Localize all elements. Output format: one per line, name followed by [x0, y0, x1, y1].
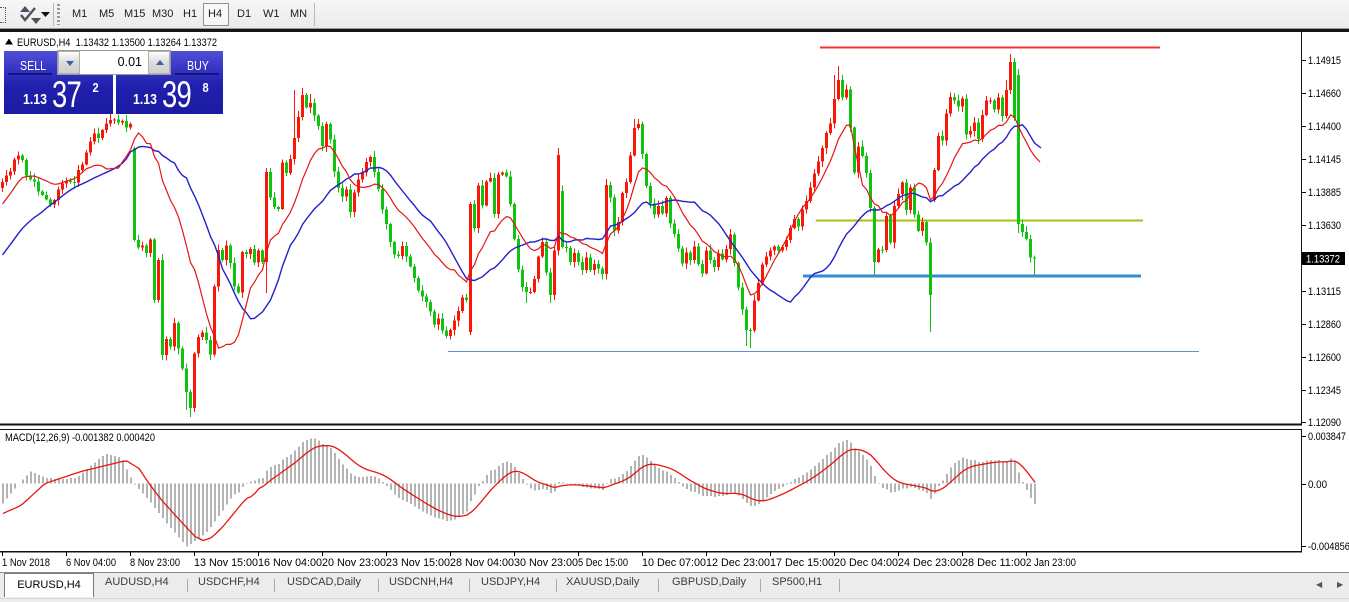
svg-text:24 Dec 23:00: 24 Dec 23:00 [898, 557, 962, 569]
svg-text:1.13885: 1.13885 [1308, 187, 1341, 199]
svg-text:12 Dec 23:00: 12 Dec 23:00 [706, 557, 770, 569]
svg-text:-0.004856: -0.004856 [1308, 541, 1349, 553]
svg-text:23 Nov 15:00: 23 Nov 15:00 [386, 557, 450, 569]
svg-text:0.003847: 0.003847 [1308, 431, 1346, 443]
svg-text:1.14400: 1.14400 [1308, 121, 1341, 133]
svg-text:5 Dec 15:00: 5 Dec 15:00 [578, 557, 628, 569]
svg-text:1.13372: 1.13372 [1306, 254, 1340, 266]
svg-text:0.00: 0.00 [1308, 479, 1327, 491]
svg-text:EURUSD,H4 1.13432 1.13500 1.1: EURUSD,H4 1.13432 1.13500 1.13264 1.1337… [17, 37, 217, 49]
svg-text:1.14660: 1.14660 [1308, 88, 1341, 100]
svg-text:1.12090: 1.12090 [1308, 417, 1341, 429]
svg-text:6 Nov 04:00: 6 Nov 04:00 [66, 557, 116, 569]
svg-text:20 Dec 04:00: 20 Dec 04:00 [834, 557, 898, 569]
svg-text:1.13115: 1.13115 [1308, 286, 1341, 298]
svg-text:1.12600: 1.12600 [1308, 352, 1341, 364]
svg-text:10 Dec 07:00: 10 Dec 07:00 [642, 557, 706, 569]
svg-text:MACD(12,26,9) -0.001382 0.0004: MACD(12,26,9) -0.001382 0.000420 [5, 432, 155, 444]
svg-text:13 Nov 15:00: 13 Nov 15:00 [194, 557, 258, 569]
svg-text:1.14145: 1.14145 [1308, 154, 1341, 166]
svg-text:20 Nov 23:00: 20 Nov 23:00 [322, 557, 386, 569]
svg-text:17 Dec 15:00: 17 Dec 15:00 [770, 557, 834, 569]
svg-text:2 Jan 23:00: 2 Jan 23:00 [1026, 557, 1076, 569]
svg-text:30 Nov 23:00: 30 Nov 23:00 [514, 557, 578, 569]
svg-text:1.13630: 1.13630 [1308, 220, 1341, 232]
svg-text:8 Nov 23:00: 8 Nov 23:00 [130, 557, 180, 569]
svg-text:1.12345: 1.12345 [1308, 385, 1341, 397]
svg-text:28 Nov 04:00: 28 Nov 04:00 [450, 557, 514, 569]
svg-text:28 Dec 11:00: 28 Dec 11:00 [962, 557, 1026, 569]
svg-text:16 Nov 04:00: 16 Nov 04:00 [258, 557, 322, 569]
svg-text:1 Nov 2018: 1 Nov 2018 [2, 557, 50, 569]
svg-text:1.14915: 1.14915 [1308, 55, 1341, 67]
svg-text:1.12860: 1.12860 [1308, 319, 1341, 331]
